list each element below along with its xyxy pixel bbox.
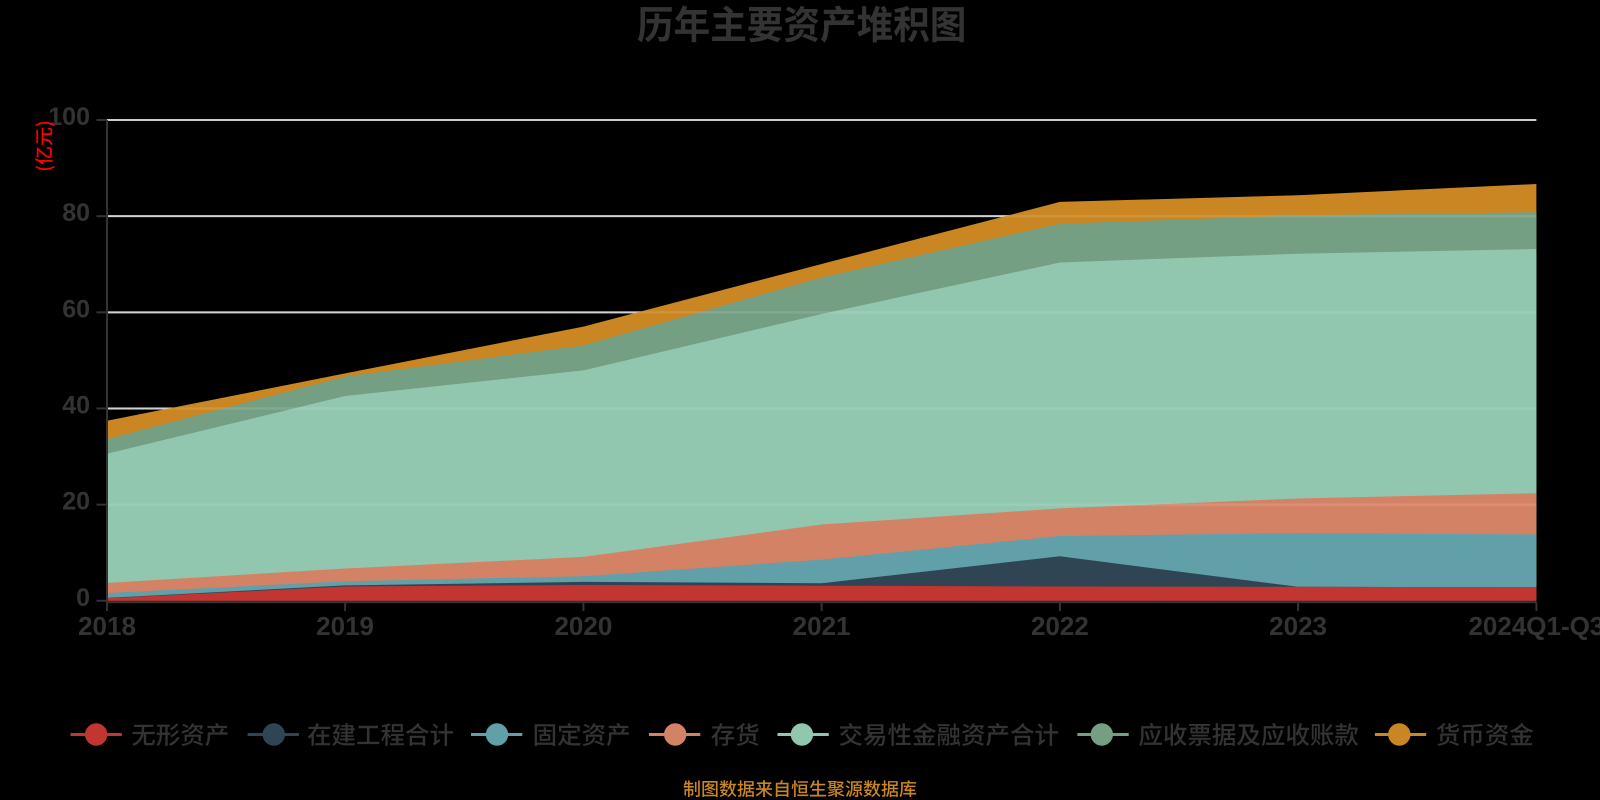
svg-text:2021: 2021 xyxy=(793,611,851,641)
svg-text:0: 0 xyxy=(76,584,90,612)
svg-text:2023: 2023 xyxy=(1269,611,1327,641)
svg-text:20: 20 xyxy=(62,488,90,516)
svg-text:2018: 2018 xyxy=(78,611,136,641)
svg-text:80: 80 xyxy=(62,199,90,227)
svg-text:60: 60 xyxy=(62,295,90,323)
svg-text:2019: 2019 xyxy=(316,611,374,641)
svg-text:2024Q1-Q3: 2024Q1-Q3 xyxy=(1468,611,1600,641)
svg-text:40: 40 xyxy=(62,391,90,419)
svg-text:2022: 2022 xyxy=(1031,611,1089,641)
svg-text:100: 100 xyxy=(48,103,90,131)
svg-text:2020: 2020 xyxy=(554,611,612,641)
